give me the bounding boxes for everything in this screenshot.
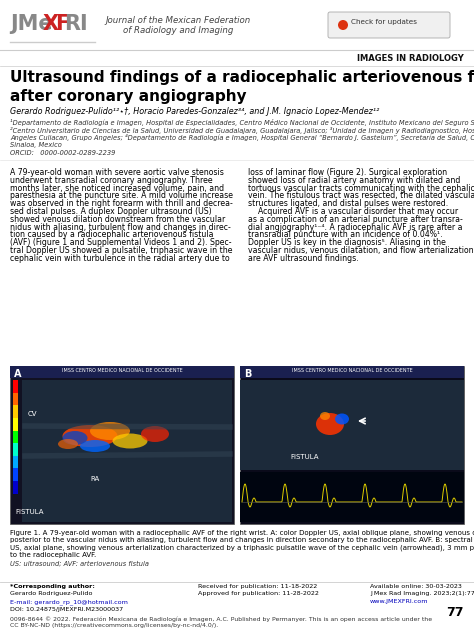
Bar [13,405,18,418]
Ellipse shape [80,440,110,452]
Text: of Radiology and Imaging: of Radiology and Imaging [123,26,233,35]
Ellipse shape [63,425,118,447]
Text: CC BY-NC-ND (https://creativecommons.org/licenses/by-nc-nd/4.0/).: CC BY-NC-ND (https://creativecommons.org… [10,623,218,628]
Text: loss of laminar flow (Figure 2). Surgical exploration: loss of laminar flow (Figure 2). Surgica… [248,168,447,177]
Text: was observed in the right forearm with thrill and decrea-: was observed in the right forearm with t… [10,199,233,208]
Text: dial angiography¹⁻⁴. A radiocephalic AVF is rare after a: dial angiography¹⁻⁴. A radiocephalic AVF… [248,223,463,232]
Text: B: B [244,369,251,379]
Text: RA: RA [90,476,99,482]
Text: A: A [14,369,21,379]
Text: US, axial plane, showing venous arterialization characterized by a triphasic pul: US, axial plane, showing venous arterial… [10,545,474,551]
Text: ORCID:  0000-0002-0289-2239: ORCID: 0000-0002-0289-2239 [10,150,115,156]
FancyBboxPatch shape [328,12,450,38]
Text: sed distal pulses. A duplex Doppler ultrasound (US): sed distal pulses. A duplex Doppler ultr… [10,207,211,216]
Text: Check for updates: Check for updates [351,19,417,25]
Ellipse shape [63,431,88,445]
Bar [13,418,18,431]
Ellipse shape [90,422,130,440]
Text: Doppler US is key in the diagnosis⁵. Aliasing in the: Doppler US is key in the diagnosis⁵. Ali… [248,238,446,247]
Bar [240,472,464,522]
Text: IMSS CENTRO MEDICO NACIONAL DE OCCIDENTE: IMSS CENTRO MEDICO NACIONAL DE OCCIDENTE [292,368,412,373]
Text: IMSS CENTRO MEDICO NACIONAL DE OCCIDENTE: IMSS CENTRO MEDICO NACIONAL DE OCCIDENTE [62,368,182,373]
Bar [240,366,464,378]
Text: A 79-year-old woman with severe aortic valve stenosis: A 79-year-old woman with severe aortic v… [10,168,224,177]
Text: F: F [55,14,69,34]
Text: ¹Departamento de Radiología e Imagen, Hospital de Especialidades, Centro Médico : ¹Departamento de Radiología e Imagen, Ho… [10,119,474,126]
Text: (AVF) (Figure 1 and Supplemental Videos 1 and 2). Spec-: (AVF) (Figure 1 and Supplemental Videos … [10,238,231,247]
Text: showed loss of radial artery anatomy with dilated and: showed loss of radial artery anatomy wit… [248,176,460,185]
Text: tion caused by a radiocephalic arteriovenous fistula: tion caused by a radiocephalic arteriove… [10,230,213,239]
Text: tral Doppler US showed a pulsatile, triphasic wave in the: tral Doppler US showed a pulsatile, trip… [10,246,233,255]
Text: to the radiocephalic AVF.: to the radiocephalic AVF. [10,551,96,558]
Text: are AVF ultrasound findings.: are AVF ultrasound findings. [248,254,359,262]
Bar [240,366,464,524]
Text: underwent transradial coronary angiography. Three: underwent transradial coronary angiograp… [10,176,213,185]
Text: as a complication of an arterial puncture after transra-: as a complication of an arterial punctur… [248,215,463,224]
Text: RI: RI [64,14,88,34]
Bar [13,481,18,494]
Text: DOI: 10.24875/JMEXFRI.M23000037: DOI: 10.24875/JMEXFRI.M23000037 [10,606,123,611]
Text: tortuous vascular tracts communicating with the cephalic: tortuous vascular tracts communicating w… [248,184,474,192]
Text: 77: 77 [447,606,464,619]
Bar [13,392,18,406]
Ellipse shape [335,413,349,425]
Bar [22,380,232,522]
Text: months later, she noticed increased volume, pain, and: months later, she noticed increased volu… [10,184,224,192]
Text: Gerardo Rodriguez-Pulido¹²⋆†, Horacio Paredes-Gonzalez³⁴, and J.M. Ignacio Lopez: Gerardo Rodriguez-Pulido¹²⋆†, Horacio Pa… [10,107,379,116]
Text: US: ultrasound; AVF: arteriovenous fistula: US: ultrasound; AVF: arteriovenous fistu… [10,561,149,567]
Ellipse shape [112,433,147,449]
Bar [10,366,234,524]
Text: J Mex Rad Imaging. 2023;2(1):77-78: J Mex Rad Imaging. 2023;2(1):77-78 [370,591,474,596]
Ellipse shape [141,426,169,442]
Text: Available online: 30-03-2023: Available online: 30-03-2023 [370,584,462,589]
Text: Ultrasound findings of a radiocephalic arteriovenous fistula
after coronary angi: Ultrasound findings of a radiocephalic a… [10,70,474,104]
Text: vein. The fistulous tract was resected, the dilated vascular: vein. The fistulous tract was resected, … [248,191,474,201]
Text: IMAGES IN RADIOLOGY: IMAGES IN RADIOLOGY [357,54,464,63]
Text: 0096-8644 © 2022. Federación Mexicana de Radiología e Imagen, A.C. Published by : 0096-8644 © 2022. Federación Mexicana de… [10,616,432,622]
Text: Journal of the Mexican Federation: Journal of the Mexican Federation [105,16,251,25]
Bar [13,468,18,481]
Ellipse shape [316,413,344,435]
Text: Sinaloa, Mexico: Sinaloa, Mexico [10,141,62,148]
Text: Gerardo Rodriguez-Pulido: Gerardo Rodriguez-Pulido [10,591,92,596]
Text: E-mail: gerardo_rp_10@hotmail.com: E-mail: gerardo_rp_10@hotmail.com [10,599,128,604]
Bar [13,456,18,469]
Text: Figure 1. A 79-year-old woman with a radiocephalic AVF of the right wrist. A: co: Figure 1. A 79-year-old woman with a rad… [10,530,474,536]
Text: nidus with aliasing, turbulent flow and changes in direc-: nidus with aliasing, turbulent flow and … [10,223,231,232]
Text: structures ligated, and distal pulses were restored.: structures ligated, and distal pulses we… [248,199,448,208]
Ellipse shape [320,412,330,420]
Text: Received for publication: 11-18-2022: Received for publication: 11-18-2022 [198,584,317,589]
Text: transradial puncture with an incidence of 0.04%¹.: transradial puncture with an incidence o… [248,230,443,239]
Text: CV: CV [28,411,37,417]
Text: posterior to the vascular nidus with aliasing, turbulent flow and changes in dir: posterior to the vascular nidus with ali… [10,537,474,543]
Text: X: X [43,14,59,34]
Text: JMe: JMe [10,14,53,34]
Text: Acquired AVF is a vascular disorder that may occur: Acquired AVF is a vascular disorder that… [248,207,458,216]
Circle shape [338,20,348,30]
Text: www.JMEXFRI.com: www.JMEXFRI.com [370,599,428,604]
Text: cephalic vein with turbulence in the radial artery due to: cephalic vein with turbulence in the rad… [10,254,229,262]
Text: ²Centro Universitario de Ciencias de la Salud, Universidad de Guadalajara, Guada: ²Centro Universitario de Ciencias de la … [10,126,474,134]
Text: Approved for publication: 11-28-2022: Approved for publication: 11-28-2022 [198,591,319,596]
Text: paresthesia at the puncture site. A mild volume increase: paresthesia at the puncture site. A mild… [10,191,233,201]
Text: Angeles Culiacan, Grupo Angeles; ⁴Departamento de Radiología e Imagen, Hospital : Angeles Culiacan, Grupo Angeles; ⁴Depart… [10,134,474,141]
Text: *Corresponding author:: *Corresponding author: [10,584,95,589]
Bar [13,443,18,456]
Text: vascular nidus, venous dilatation, and flow arterialization: vascular nidus, venous dilatation, and f… [248,246,474,255]
Bar [13,430,18,444]
Text: showed venous dilation downstream from the vascular: showed venous dilation downstream from t… [10,215,225,224]
Ellipse shape [58,439,78,449]
Text: FISTULA: FISTULA [15,509,44,515]
Bar [13,380,18,393]
Bar [10,366,234,378]
Bar [240,380,464,470]
Text: FISTULA: FISTULA [290,454,319,460]
